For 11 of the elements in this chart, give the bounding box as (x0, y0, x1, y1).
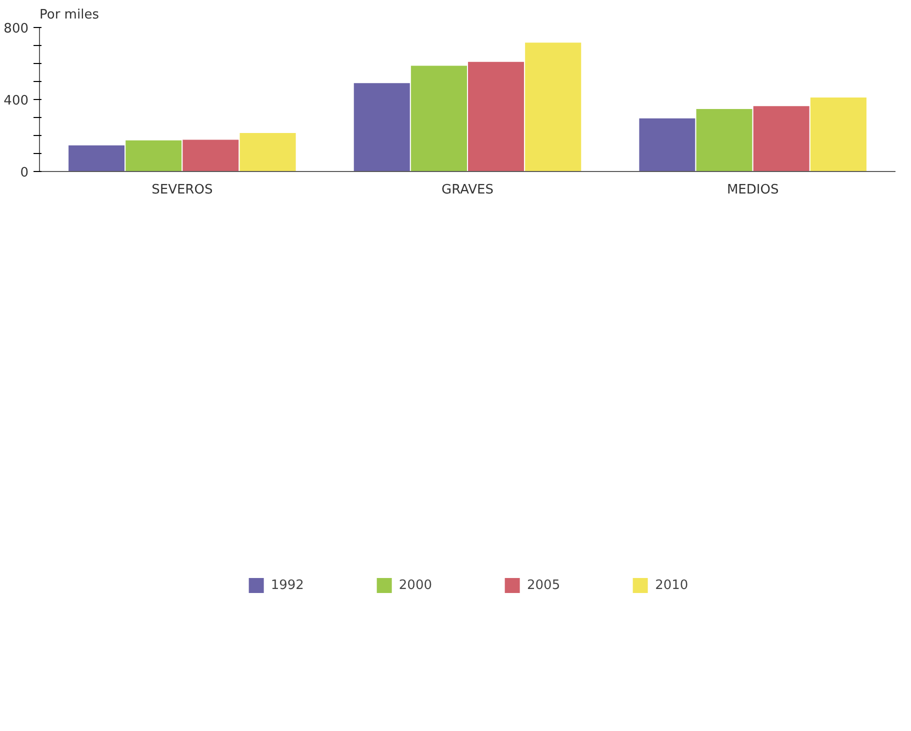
legend-label: 2010 (655, 578, 688, 592)
legend-label: 1992 (270, 578, 304, 592)
x-tick-label: GRAVES (442, 182, 494, 198)
y-tick-label: 800 (4, 22, 29, 36)
y-axis-title: Por miles (40, 8, 100, 22)
legend-label: 2005 (527, 578, 560, 592)
legend-label: 2000 (398, 578, 432, 592)
x-tick-label: MEDIOS (726, 182, 779, 198)
y-tick-label: 0 (20, 166, 29, 180)
x-tick-label: SEVEROS (152, 182, 213, 198)
y-tick-label: 400 (4, 94, 29, 108)
